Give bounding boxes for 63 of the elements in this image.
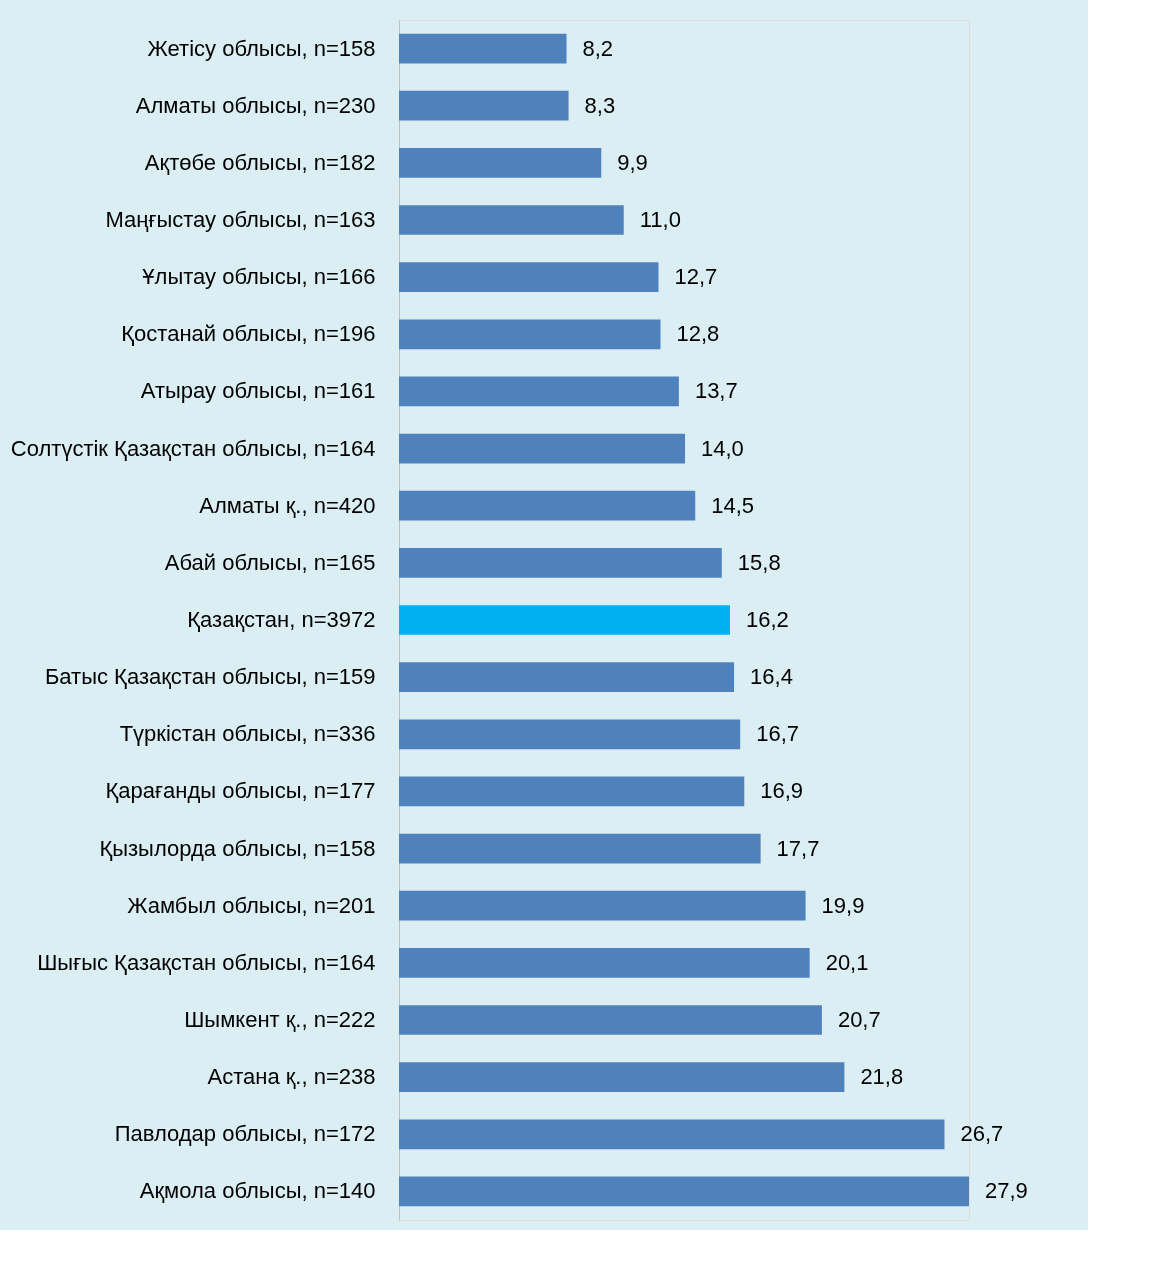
- data-label: 9,9: [617, 149, 648, 175]
- y-tick-label: Павлодар облысы, n=172: [114, 1121, 376, 1147]
- data-label: 8,3: [584, 92, 616, 118]
- y-tick-label: Шығыс Қазақстан облысы, n=164: [37, 949, 376, 975]
- data-label: 16,9: [760, 778, 804, 804]
- bar: [399, 376, 679, 407]
- data-label: 8,2: [582, 35, 614, 61]
- bar: [399, 776, 745, 807]
- data-label: 12,8: [676, 321, 720, 347]
- data-label: 17,7: [776, 835, 820, 861]
- bar: [399, 490, 696, 521]
- data-label: 20,1: [825, 949, 869, 975]
- bar: [399, 148, 602, 178]
- y-tick-label: Ұлытау облысы, n=166: [142, 264, 376, 290]
- bar: [399, 1176, 969, 1207]
- bar: [399, 205, 624, 235]
- bar: [399, 319, 661, 350]
- bar: [399, 33, 567, 64]
- y-tick-label: Ақмола облысы, n=140: [139, 1178, 376, 1204]
- y-tick-label: Қостанай облысы, n=196: [121, 321, 376, 347]
- y-tick-label: Жамбыл облысы, n=201: [127, 892, 376, 918]
- y-tick-label: Қызылорда облысы, n=158: [99, 835, 376, 861]
- bar: [399, 1119, 945, 1150]
- y-tick-label: Атырау облысы, n=161: [140, 378, 376, 404]
- bar: [399, 1062, 845, 1092]
- data-label: 27,9: [985, 1178, 1028, 1204]
- data-label: 13,7: [694, 378, 738, 404]
- data-label: 19,9: [821, 892, 865, 918]
- y-tick-label: Қазақстан, n=3972: [187, 607, 376, 632]
- data-label: 12,7: [674, 264, 718, 290]
- y-tick-label: Алматы қ., n=420: [199, 492, 376, 518]
- bar: [399, 433, 686, 464]
- bar: [399, 1005, 822, 1035]
- data-label: 20,7: [837, 1007, 881, 1032]
- data-label: 16,4: [750, 664, 793, 690]
- bar: [399, 890, 806, 921]
- y-tick-label: Астана қ., n=238: [207, 1064, 376, 1090]
- y-tick-label: Жетісу облысы, n=158: [147, 35, 376, 61]
- y-tick-label: Абай облысы, n=165: [164, 549, 376, 575]
- data-label: 21,8: [860, 1064, 904, 1090]
- data-label: 26,7: [960, 1121, 1004, 1147]
- y-tick-label: Солтүстік Қазақстан облысы, n=164: [10, 435, 376, 461]
- data-label: 14,0: [701, 435, 744, 461]
- y-tick-label: Алматы облысы, n=230: [135, 92, 376, 118]
- y-tick-label: Шымкент қ., n=222: [184, 1007, 376, 1032]
- y-tick-label: Қарағанды облысы, n=177: [105, 778, 376, 804]
- bar: [399, 262, 659, 292]
- bar: [399, 662, 735, 692]
- bar: [399, 719, 741, 750]
- data-label: 15,8: [737, 549, 781, 575]
- y-tick-label: Түркістан облысы, n=336: [119, 721, 376, 747]
- bar: [399, 948, 810, 978]
- bar: [399, 605, 730, 635]
- data-label: 16,2: [745, 607, 789, 632]
- bar: [399, 548, 722, 578]
- data-label: 11,0: [639, 207, 681, 232]
- bar: [399, 833, 761, 864]
- bar: [399, 90, 569, 121]
- y-tick-label: Маңғыстау облысы, n=163: [105, 207, 376, 232]
- data-label: 14,5: [711, 492, 755, 518]
- y-tick-label: Ақтөбе облысы, n=182: [144, 149, 376, 175]
- data-label: 16,7: [756, 721, 800, 747]
- y-tick-label: Батыс Қазақстан облысы, n=159: [44, 664, 376, 690]
